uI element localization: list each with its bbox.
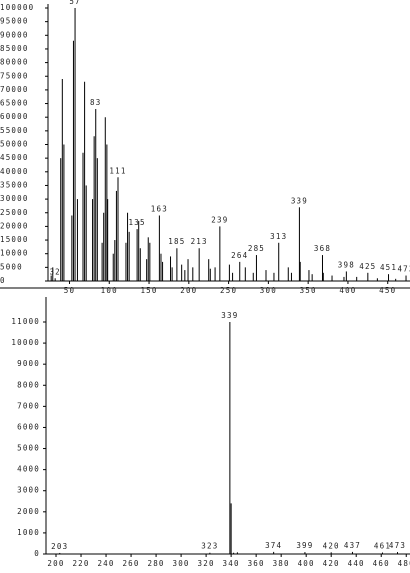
x-tick-label: 450 (379, 286, 396, 295)
x-tick-label: 150 (140, 286, 157, 295)
peak-label: 57 (69, 0, 80, 6)
y-tick-label: 10000 (11, 338, 40, 347)
peak-label: 437 (344, 541, 361, 550)
y-tick-label: 11000 (11, 317, 40, 326)
y-tick-label: 15000 (0, 235, 29, 244)
y-tick-label: 85000 (0, 44, 29, 53)
peak-label: 399 (296, 541, 313, 550)
x-tick-label: 440 (348, 559, 365, 568)
peak-label: 473 (389, 541, 406, 550)
x-tick-label: 480 (398, 559, 410, 568)
peak-label: 374 (265, 541, 282, 550)
y-tick-label: 8000 (17, 380, 40, 389)
peak-label: 451 (380, 263, 397, 272)
peak-label: 285 (248, 244, 265, 253)
x-tick-label: 460 (373, 559, 390, 568)
x-tick-label: 200 (180, 286, 197, 295)
y-tick-label: 7000 (17, 401, 40, 410)
x-tick-label: 320 (198, 559, 215, 568)
x-tick-label: 200 (47, 559, 64, 568)
x-tick-label: 260 (122, 559, 139, 568)
peak-label: 213 (191, 237, 208, 246)
x-tick-label: 280 (147, 559, 164, 568)
x-tick-label: 400 (298, 559, 315, 568)
x-tick-label: 300 (173, 559, 190, 568)
peak-label: 398 (338, 260, 355, 269)
peak-label: 111 (109, 166, 126, 175)
y-tick-label: 2000 (17, 507, 40, 516)
y-tick-label: 90000 (0, 30, 29, 39)
peak-label: 313 (270, 232, 287, 241)
y-tick-label: 0 (0, 276, 6, 285)
y-tick-label: 1000 (17, 528, 40, 537)
y-tick-label: 100000 (0, 3, 34, 12)
x-tick-label: 340 (223, 559, 240, 568)
peak-label: 135 (129, 218, 146, 227)
peak-label: 473 (397, 265, 410, 274)
y-tick-label: 25000 (0, 208, 29, 217)
y-tick-label: 65000 (0, 99, 29, 108)
y-tick-label: 55000 (0, 126, 29, 135)
peak-label: 420 (323, 541, 340, 550)
x-tick-label: 300 (260, 286, 277, 295)
x-tick-label: 240 (97, 559, 114, 568)
x-tick-label: 350 (300, 286, 317, 295)
y-tick-label: 35000 (0, 180, 29, 189)
y-tick-label: 0 (34, 549, 40, 558)
y-tick-label: 45000 (0, 153, 29, 162)
peak-label: 239 (211, 215, 228, 224)
x-tick-label: 220 (72, 559, 89, 568)
peak-label: 264 (231, 251, 248, 260)
peak-label: 368 (314, 244, 331, 253)
y-tick-label: 70000 (0, 85, 29, 94)
y-tick-label: 10000 (0, 249, 29, 258)
peak-label: 83 (90, 98, 101, 107)
y-tick-label: 9000 (17, 359, 40, 368)
y-tick-label: 30000 (0, 194, 29, 203)
peak-label: 339 (291, 196, 308, 205)
peak-label: 203 (51, 542, 68, 551)
peak-label: 339 (221, 311, 238, 320)
peak-label: 163 (151, 204, 168, 213)
y-tick-label: 40000 (0, 167, 29, 176)
peak-label: 185 (168, 237, 185, 246)
x-tick-label: 400 (339, 286, 356, 295)
y-tick-label: 60000 (0, 112, 29, 121)
y-tick-label: 3000 (17, 486, 40, 495)
x-tick-label: 380 (273, 559, 290, 568)
y-tick-label: 50000 (0, 140, 29, 149)
x-tick-label: 420 (323, 559, 340, 568)
peak-label: 425 (359, 262, 376, 271)
x-tick-label: 100 (101, 286, 118, 295)
y-tick-label: 80000 (0, 58, 29, 67)
y-tick-label: 75000 (0, 71, 29, 80)
peak-label: 323 (201, 542, 218, 551)
y-tick-label: 4000 (17, 465, 40, 474)
x-tick-label: 50 (64, 286, 75, 295)
x-tick-label: 250 (220, 286, 237, 295)
x-tick-label: 360 (248, 559, 265, 568)
y-tick-label: 6000 (17, 422, 40, 431)
y-tick-label: 5000 (0, 262, 23, 271)
y-tick-label: 5000 (17, 444, 40, 453)
y-tick-label: 95000 (0, 17, 29, 26)
peak-label: 461 (374, 542, 391, 551)
peak-label: 32 (49, 267, 60, 276)
y-tick-label: 20000 (0, 221, 29, 230)
